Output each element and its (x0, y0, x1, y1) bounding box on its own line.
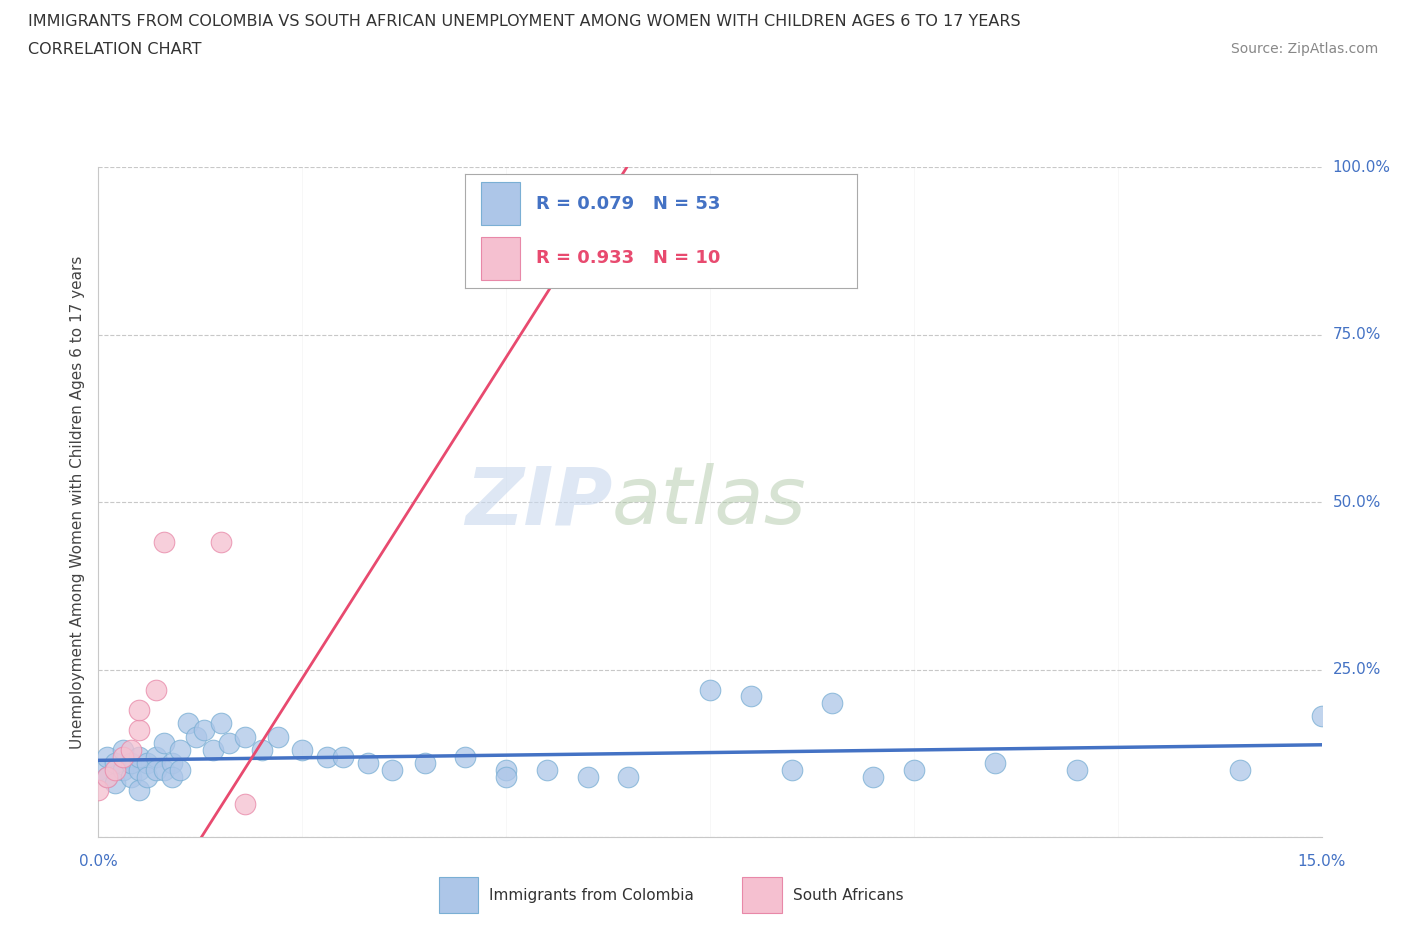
Text: IMMIGRANTS FROM COLOMBIA VS SOUTH AFRICAN UNEMPLOYMENT AMONG WOMEN WITH CHILDREN: IMMIGRANTS FROM COLOMBIA VS SOUTH AFRICA… (28, 14, 1021, 29)
Text: Source: ZipAtlas.com: Source: ZipAtlas.com (1230, 42, 1378, 56)
Point (104, 776, 127, 790)
Text: 15.0%: 15.0% (1298, 854, 1346, 869)
Point (315, 750, 337, 764)
Text: 75.0%: 75.0% (1333, 327, 1381, 342)
Point (104, 763, 127, 777)
Point (111, 750, 134, 764)
Point (780, 763, 803, 777)
Point (128, 763, 150, 777)
Point (152, 763, 174, 777)
Point (111, 763, 134, 777)
Bar (742, 877, 782, 913)
Point (740, 689, 762, 704)
Point (177, 716, 200, 731)
Point (136, 769, 159, 784)
Y-axis label: Unemployment Among Women with Children Ages 6 to 17 years: Unemployment Among Women with Children A… (70, 256, 86, 749)
Point (576, 769, 599, 784)
Point (218, 736, 240, 751)
Point (160, 769, 183, 784)
Text: 50.0%: 50.0% (1333, 495, 1381, 510)
Point (145, 763, 167, 777)
Point (821, 696, 844, 711)
Point (291, 742, 314, 757)
Point (128, 702, 150, 717)
Point (186, 729, 208, 744)
Point (495, 763, 517, 777)
Point (120, 756, 142, 771)
Point (495, 769, 517, 784)
Text: CORRELATION CHART: CORRELATION CHART (28, 42, 201, 57)
Point (145, 750, 167, 764)
Text: ZIP: ZIP (465, 463, 612, 541)
Point (536, 763, 558, 777)
Point (152, 535, 174, 550)
Point (152, 736, 174, 751)
Point (120, 769, 142, 784)
Point (413, 756, 436, 771)
Text: 100.0%: 100.0% (1333, 160, 1391, 175)
Point (862, 769, 884, 784)
Text: atlas: atlas (612, 463, 807, 541)
Point (128, 783, 150, 798)
Point (233, 796, 256, 811)
Point (332, 750, 354, 764)
Point (209, 716, 232, 731)
Point (1310, 709, 1333, 724)
Point (699, 683, 721, 698)
Bar (481, 237, 520, 280)
Text: 0.0%: 0.0% (79, 854, 118, 869)
Point (96, 769, 118, 784)
Point (111, 742, 134, 757)
Bar (481, 182, 520, 225)
Point (136, 756, 159, 771)
Point (128, 750, 150, 764)
Text: R = 0.079   N = 53: R = 0.079 N = 53 (536, 194, 720, 213)
Point (96, 769, 118, 784)
Point (356, 756, 378, 771)
Point (1229, 763, 1251, 777)
Point (193, 723, 215, 737)
Point (169, 742, 191, 757)
Point (984, 756, 1007, 771)
Point (120, 742, 142, 757)
Point (145, 683, 167, 698)
Point (104, 756, 127, 771)
Text: Immigrants from Colombia: Immigrants from Colombia (489, 887, 695, 903)
Point (617, 769, 640, 784)
Bar (439, 877, 478, 913)
Point (87, 783, 110, 798)
Point (87, 763, 110, 777)
Point (169, 763, 191, 777)
Point (1066, 763, 1088, 777)
Point (128, 723, 150, 737)
Point (454, 750, 477, 764)
Point (250, 742, 273, 757)
Point (201, 742, 224, 757)
Point (267, 729, 290, 744)
Point (233, 729, 256, 744)
Point (209, 535, 232, 550)
Point (903, 763, 925, 777)
Point (160, 756, 183, 771)
Point (96, 750, 118, 764)
Point (381, 763, 404, 777)
Text: South Africans: South Africans (793, 887, 904, 903)
Text: R = 0.933   N = 10: R = 0.933 N = 10 (536, 249, 720, 267)
Text: 25.0%: 25.0% (1333, 662, 1381, 677)
